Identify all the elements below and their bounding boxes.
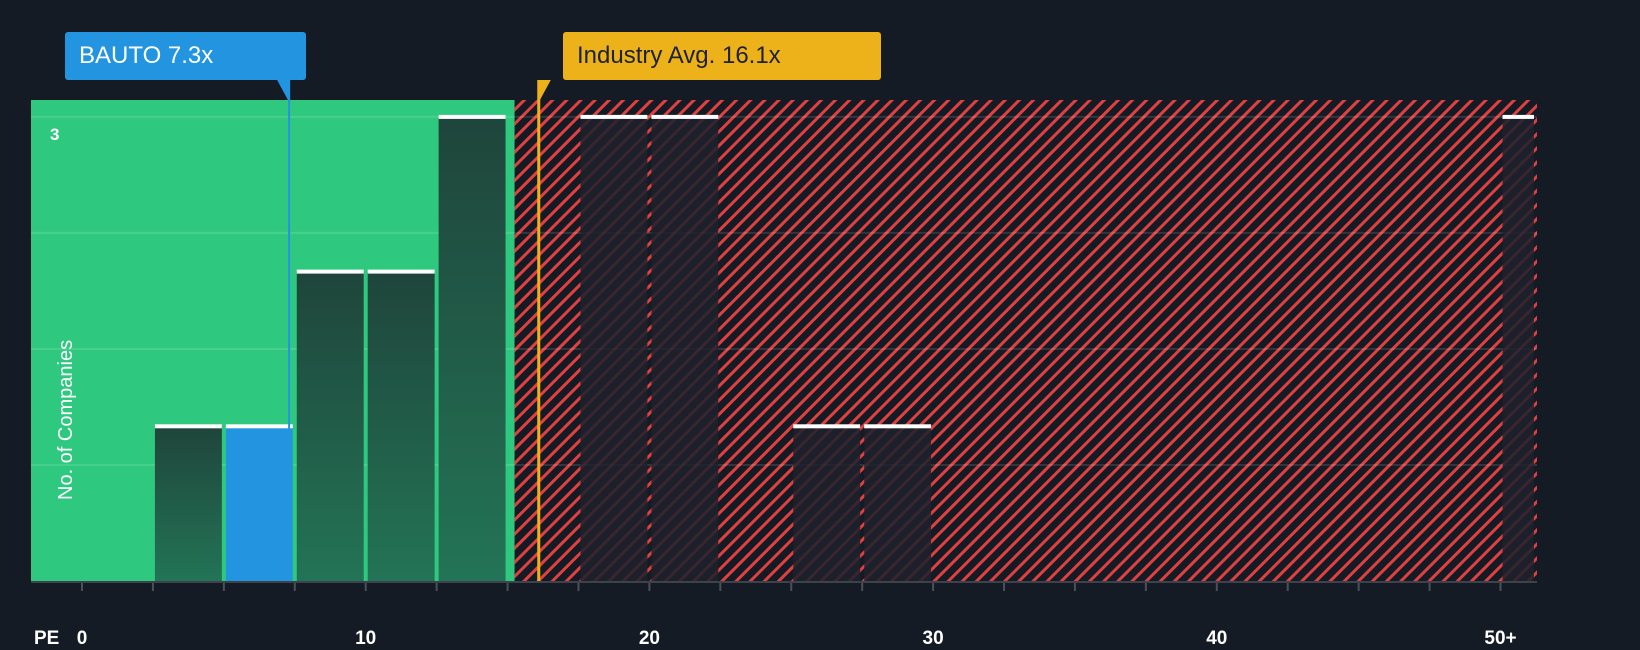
- bar-cap: [225, 424, 293, 429]
- x-tick-label: 0: [76, 628, 88, 649]
- bar-cap: [793, 424, 861, 429]
- industry-callout-pointer: [537, 80, 551, 104]
- histogram-bar: [438, 116, 506, 582]
- histogram-bar: [154, 426, 222, 581]
- bar-cap: [154, 424, 222, 429]
- x-tick-label: 20: [638, 628, 660, 649]
- value-markers: [277, 80, 551, 581]
- company-callout-pointer: [277, 80, 291, 104]
- x-tick-label: 10: [355, 628, 377, 649]
- histogram-bar: [296, 271, 364, 581]
- bar-cap: [580, 114, 648, 119]
- company-pe-callout: BAUTO 7.3x: [65, 32, 306, 80]
- histogram-bar: [651, 116, 719, 582]
- company-pe-label: BAUTO 7.3x: [79, 42, 214, 69]
- histogram-bar: [367, 271, 435, 581]
- y-tick-label: 3: [50, 125, 60, 144]
- histogram-bars: [154, 114, 1534, 582]
- bar-cap: [1502, 114, 1534, 119]
- bar-cap: [296, 269, 364, 274]
- bar-cap: [438, 114, 506, 119]
- industry-avg-callout: Industry Avg. 16.1x: [563, 32, 881, 80]
- x-tick-label: 30: [922, 628, 944, 649]
- y-axis-label: No. of Companies: [55, 339, 77, 500]
- x-axis-name: PE: [34, 628, 60, 649]
- highlighted-bar: [225, 426, 293, 581]
- industry-avg-label: Industry Avg. 16.1x: [577, 42, 781, 69]
- x-tick-label: 50+: [1484, 628, 1517, 649]
- x-axis: [31, 581, 1537, 591]
- histogram-bar: [793, 426, 861, 581]
- bar-cap: [651, 114, 719, 119]
- x-tick-label: 40: [1206, 628, 1228, 649]
- histogram-bar: [1502, 116, 1534, 582]
- bar-cap: [367, 269, 435, 274]
- histogram-bar: [580, 116, 648, 582]
- bar-cap: [864, 424, 932, 429]
- histogram-bar: [864, 426, 932, 581]
